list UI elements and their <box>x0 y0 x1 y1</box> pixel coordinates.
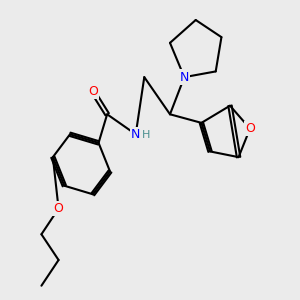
Text: N: N <box>131 128 140 141</box>
Text: H: H <box>142 130 150 140</box>
Text: N: N <box>180 70 189 84</box>
Text: O: O <box>54 202 64 215</box>
Text: O: O <box>88 85 98 98</box>
Text: O: O <box>245 122 255 135</box>
